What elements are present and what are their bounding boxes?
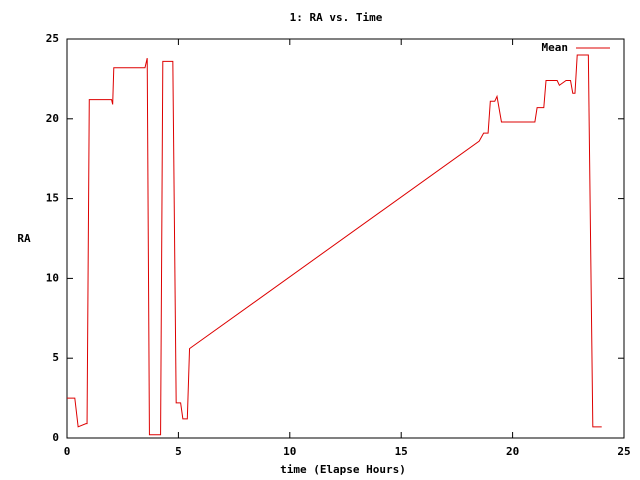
y-tick-label: 25	[46, 32, 59, 45]
x-tick-label: 25	[617, 445, 630, 458]
x-axis-label: time (Elapse Hours)	[280, 463, 406, 476]
y-tick-label: 0	[52, 431, 59, 444]
x-tick-label: 0	[64, 445, 71, 458]
x-tick-label: 15	[395, 445, 408, 458]
x-tick-label: 5	[175, 445, 182, 458]
data-line	[67, 54, 602, 436]
plot-frame	[66, 38, 625, 439]
y-tick-label: 15	[46, 192, 59, 205]
y-axis-label: RA	[17, 232, 31, 245]
y-tick-label: 20	[46, 112, 59, 125]
y-tick-label: 10	[46, 271, 59, 284]
x-tick-label: 10	[283, 445, 296, 458]
chart-title: 1: RA vs. Time	[290, 11, 383, 24]
legend-label: Mean	[542, 41, 569, 54]
x-tick-label: 20	[506, 445, 519, 458]
y-tick-label: 5	[52, 351, 59, 364]
